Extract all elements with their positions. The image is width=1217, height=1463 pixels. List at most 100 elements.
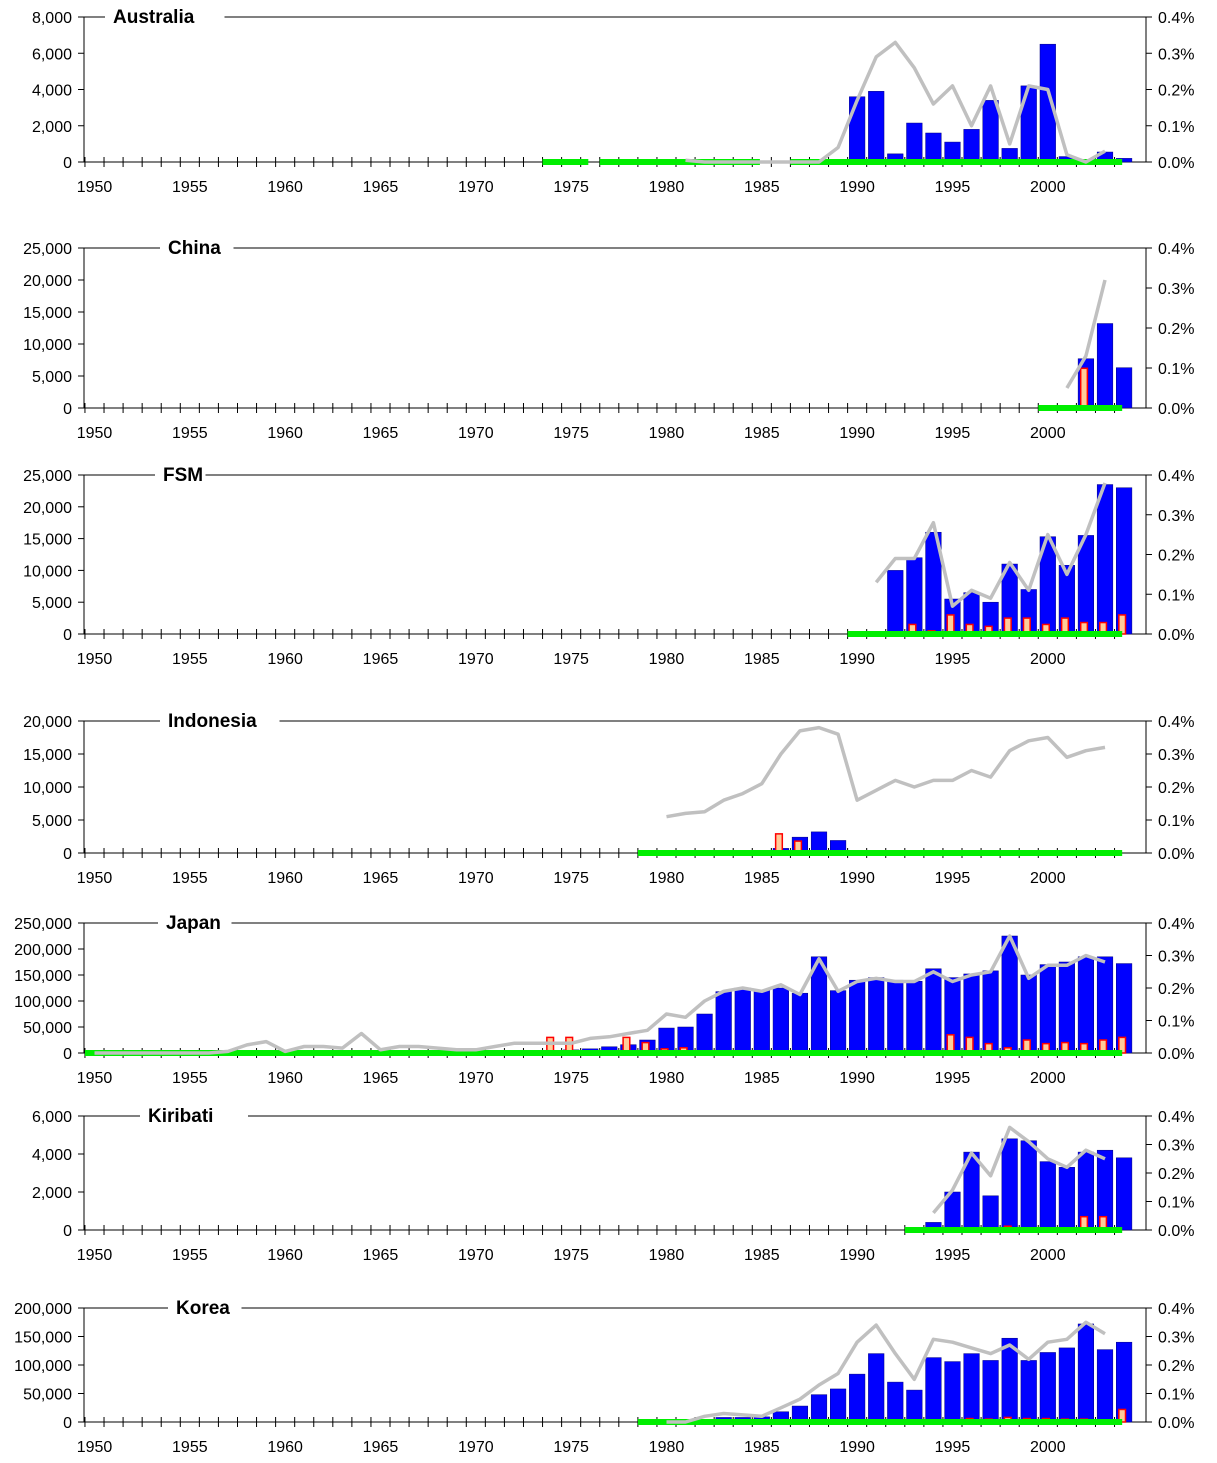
y-tick-label-left: 100,000	[14, 994, 72, 1011]
y-tick-label-left: 4,000	[32, 1147, 72, 1164]
y-tick-label-left: 0	[63, 401, 72, 418]
x-tick-label: 1950	[77, 870, 113, 887]
x-tick-label: 1985	[744, 1247, 780, 1264]
share-line	[685, 40, 1106, 164]
y-tick-label-right: 0.2%	[1158, 1358, 1194, 1375]
bar-1998	[1001, 935, 1018, 1054]
x-tick-label: 1960	[267, 425, 303, 442]
x-tick-label: 2000	[1030, 179, 1066, 196]
bar-1993	[906, 122, 923, 163]
x-tick-label: 1975	[553, 1439, 589, 1456]
y-tick-label-right: 0.1%	[1158, 361, 1194, 378]
y-tick-label-right: 0.4%	[1158, 714, 1194, 731]
bar-2001	[1058, 1347, 1075, 1423]
bar-2002	[1077, 535, 1095, 635]
bar-1982	[696, 1013, 713, 1054]
share-line	[932, 1125, 1106, 1215]
x-tick-label: 1995	[935, 1439, 971, 1456]
x-tick-label: 1955	[172, 1070, 208, 1087]
x-tick-label: 1960	[267, 1070, 303, 1087]
bar-2003	[1096, 323, 1114, 409]
y-tick-label-left: 15,000	[23, 305, 72, 322]
bar-1985	[753, 990, 770, 1054]
y-tick-label-right: 0.3%	[1158, 747, 1194, 764]
y-tick-label-left: 5,000	[32, 813, 72, 830]
x-tick-label: 1955	[172, 1247, 208, 1264]
x-tick-label: 1970	[458, 870, 494, 887]
share-line	[1065, 279, 1107, 389]
y-tick-label-left: 10,000	[23, 780, 72, 797]
y-tick-label-right: 0.0%	[1158, 627, 1194, 644]
x-tick-label: 1990	[839, 425, 875, 442]
small-bar-2002	[1079, 367, 1089, 409]
y-tick-label-right: 0.4%	[1158, 468, 1194, 485]
y-tick-label-right: 0.3%	[1158, 508, 1194, 525]
panel-title: FSM	[163, 465, 203, 486]
y-tick-label-left: 0	[63, 627, 72, 644]
bar-2000	[1039, 1352, 1056, 1423]
y-tick-label-left: 50,000	[23, 1387, 72, 1404]
bar-1992	[887, 570, 904, 635]
bar-1996	[963, 1353, 980, 1423]
x-tick-label: 2000	[1030, 1247, 1066, 1264]
x-tick-label: 1995	[935, 425, 971, 442]
x-tick-label: 1965	[363, 1247, 399, 1264]
bar-1984	[734, 987, 751, 1054]
x-tick-label: 1990	[839, 1247, 875, 1264]
y-tick-label-right: 0.0%	[1158, 401, 1194, 418]
x-tick-label: 1990	[839, 1439, 875, 1456]
bar-1996	[963, 129, 980, 163]
y-tick-label-right: 0.2%	[1158, 83, 1194, 100]
x-tick-label: 1975	[553, 179, 589, 196]
x-tick-label: 1955	[172, 870, 208, 887]
y-tick-label-left: 100,000	[14, 1358, 72, 1375]
x-tick-label: 1975	[553, 651, 589, 668]
x-tick-label: 1950	[77, 1439, 113, 1456]
x-tick-label: 1965	[363, 1070, 399, 1087]
bar-1994	[925, 1357, 942, 1423]
bar-1993	[906, 980, 923, 1054]
x-tick-label: 1955	[172, 651, 208, 668]
x-tick-label: 1965	[363, 425, 399, 442]
bar-1989	[830, 1388, 847, 1423]
x-tick-label: 1960	[267, 870, 303, 887]
bar-1991	[868, 91, 885, 163]
y-tick-label-left: 0	[63, 155, 72, 172]
chart-panel-china: 0 5,000 10,000 15,000 20,000 25,000 0.0% 0.1% 0.…	[23, 238, 1194, 442]
y-tick-label-left: 5,000	[32, 595, 72, 612]
y-tick-label-left: 50,000	[23, 1020, 72, 1037]
x-tick-label: 1965	[363, 179, 399, 196]
x-tick-label: 1980	[649, 651, 685, 668]
y-tick-label-left: 5,000	[32, 369, 72, 386]
x-tick-label: 1995	[935, 870, 971, 887]
bar-2004	[1116, 1157, 1133, 1231]
x-tick-label: 1975	[553, 870, 589, 887]
bar-1990	[849, 1373, 866, 1423]
y-tick-label-left: 250,000	[14, 916, 72, 933]
panel-title: China	[168, 238, 221, 259]
x-tick-label: 1950	[77, 1247, 113, 1264]
x-tick-label: 1970	[458, 179, 494, 196]
bar-1994	[925, 968, 942, 1054]
y-tick-label-right: 0.0%	[1158, 155, 1194, 172]
y-tick-label-left: 25,000	[23, 241, 72, 258]
y-tick-label-left: 0	[63, 1223, 72, 1240]
bar-2002	[1077, 1323, 1095, 1423]
y-tick-label-right: 0.1%	[1158, 587, 1194, 604]
share-line	[666, 1320, 1106, 1424]
panel-title: Japan	[166, 913, 221, 934]
x-tick-label: 1955	[172, 179, 208, 196]
y-tick-label-left: 6,000	[32, 46, 72, 63]
chart-panel-japan: 0 50,000 100,000 150,000 200,000 250,000 0.0% 0…	[14, 913, 1194, 1087]
x-tick-label: 1995	[935, 1070, 971, 1087]
bar-1997	[982, 1195, 999, 1231]
bar-1998	[1001, 1138, 1018, 1231]
x-tick-label: 1985	[744, 651, 780, 668]
y-tick-label-left: 200,000	[14, 1301, 72, 1318]
y-tick-label-right: 0.0%	[1158, 1046, 1194, 1063]
y-tick-label-right: 0.4%	[1158, 1301, 1194, 1318]
x-tick-label: 1990	[839, 1070, 875, 1087]
bar-1997	[982, 970, 999, 1054]
bar-1987	[791, 992, 809, 1054]
x-tick-label: 1985	[744, 179, 780, 196]
